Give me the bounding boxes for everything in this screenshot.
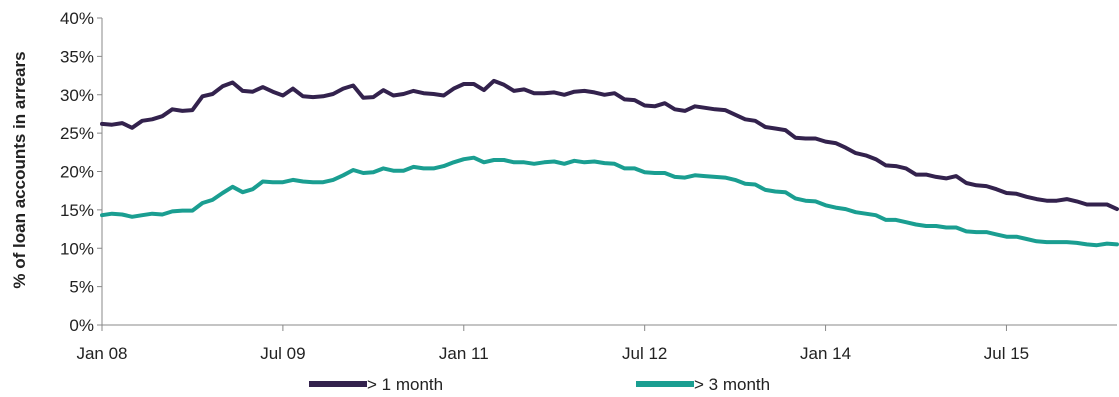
- x-tick-label: Jan 11: [439, 344, 489, 363]
- x-tick-label: Jul 09: [260, 344, 305, 363]
- y-tick-label: 0%: [69, 316, 94, 335]
- legend-label: > 1 month: [367, 375, 443, 394]
- x-tick-label: Jan 14: [800, 344, 851, 363]
- y-tick-label: 35%: [60, 47, 94, 66]
- y-tick-label: 15%: [60, 201, 94, 220]
- y-axis-ticks: 0% 5% 10% 15% 20% 25% 30% 35% 40%: [60, 9, 102, 335]
- x-tick-label: Jul 15: [984, 344, 1029, 363]
- y-tick-label: 10%: [60, 239, 94, 258]
- y-tick-label: 40%: [60, 9, 94, 28]
- legend-label: > 3 month: [694, 375, 770, 394]
- x-tick-label: Jan 08: [76, 344, 127, 363]
- y-tick-label: 25%: [60, 124, 94, 143]
- x-axis-ticks: Jan 08 Jul 09 Jan 11 Jul 12 Jan 14 Jul 15: [76, 325, 1029, 363]
- series-lines: [100, 78, 1119, 248]
- x-tick-label: Jul 12: [622, 344, 667, 363]
- series-line-one-month: [100, 78, 1119, 212]
- y-axis-title: % of loan accounts in arrears: [10, 51, 29, 288]
- y-tick-label: 20%: [60, 163, 94, 182]
- y-tick-label: 30%: [60, 86, 94, 105]
- legend: > 1 month > 3 month: [309, 375, 770, 394]
- y-tick-label: 5%: [69, 278, 94, 297]
- series-line-three-month: [100, 155, 1119, 248]
